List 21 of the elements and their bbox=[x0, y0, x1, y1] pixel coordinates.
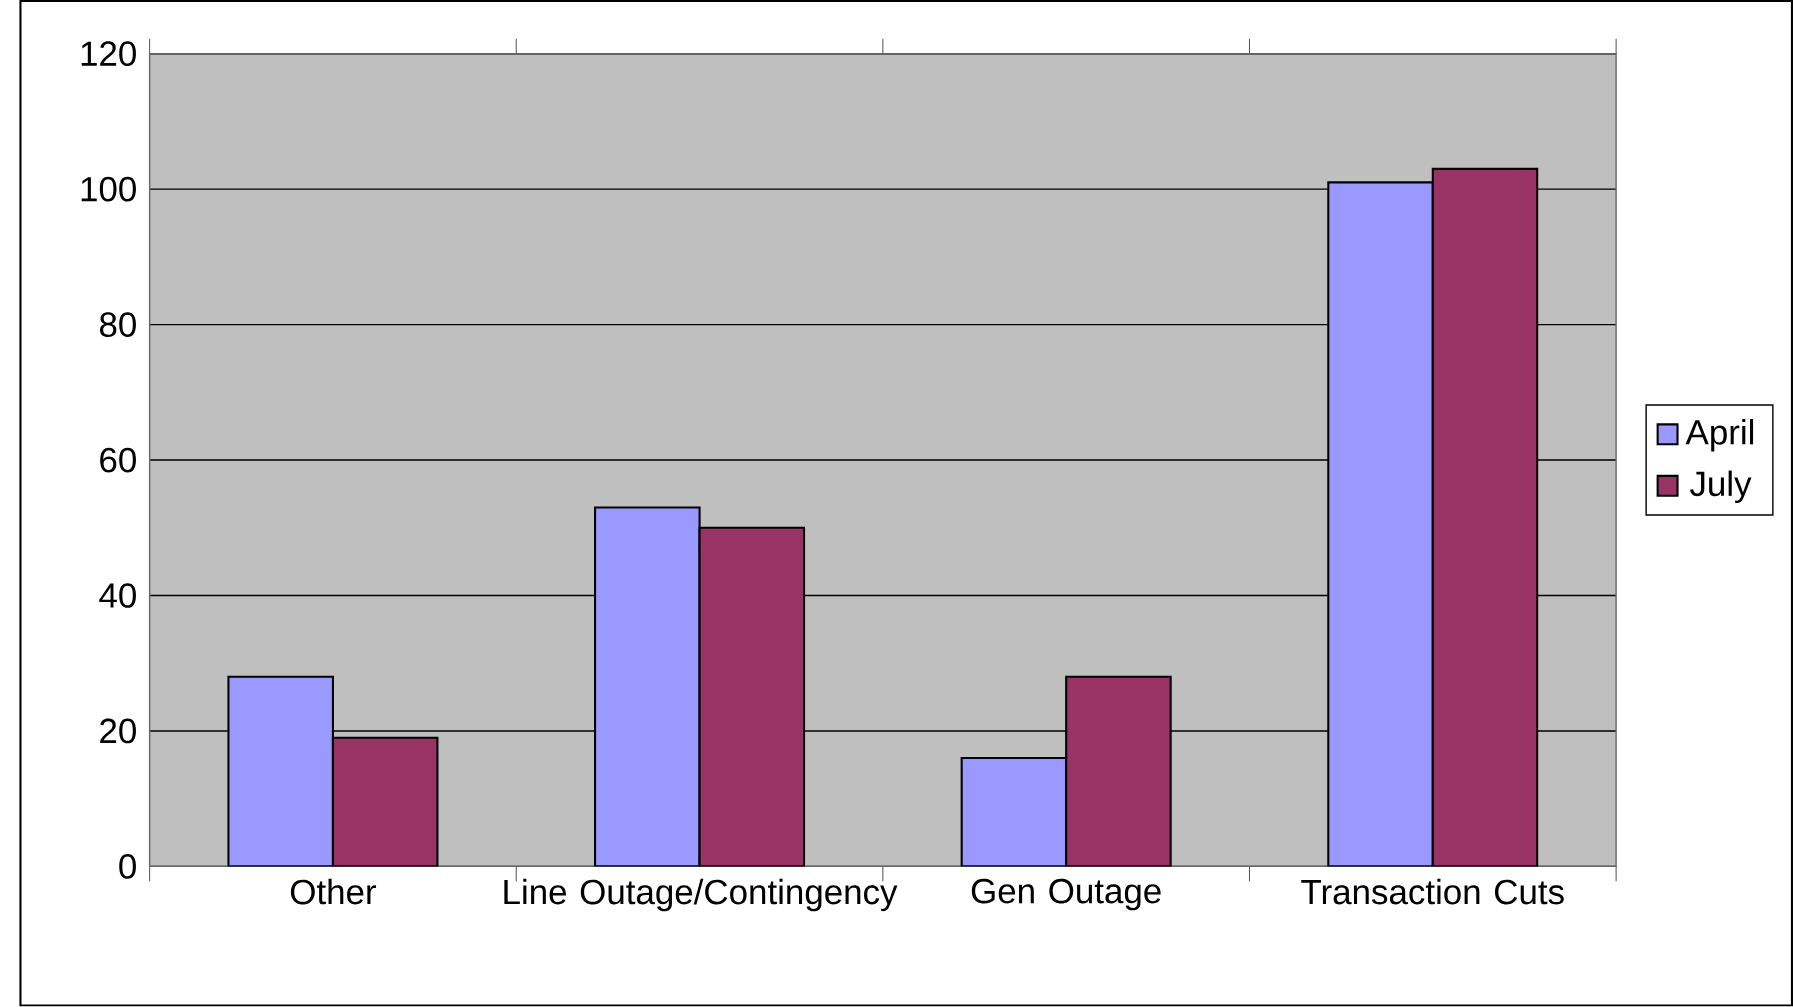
x-tick-label: Gen Outage bbox=[971, 878, 1161, 911]
x-tick-label: Other bbox=[290, 878, 377, 905]
bar bbox=[960, 757, 1068, 867]
bar bbox=[227, 675, 334, 867]
x-tick-label: Transaction Cuts bbox=[1301, 878, 1564, 905]
bar bbox=[1327, 181, 1434, 867]
bar bbox=[594, 506, 701, 867]
y-tick-label: 20 bbox=[100, 718, 136, 744]
bar bbox=[1431, 168, 1539, 867]
legend-label: April bbox=[1685, 419, 1754, 452]
legend-label: July bbox=[1689, 470, 1752, 504]
y-tick-label: 100 bbox=[81, 177, 136, 202]
x-tick-label: Line Outage/Contingency bbox=[504, 878, 898, 912]
y-tick-label: 80 bbox=[99, 312, 136, 338]
bar bbox=[331, 736, 439, 867]
y-tick-label: 0 bbox=[119, 854, 136, 879]
y-tick-label: 40 bbox=[99, 583, 136, 609]
y-tick-label: 120 bbox=[81, 41, 136, 67]
bar bbox=[1065, 675, 1172, 867]
y-tick-label: 60 bbox=[100, 447, 136, 473]
bar bbox=[698, 526, 806, 867]
